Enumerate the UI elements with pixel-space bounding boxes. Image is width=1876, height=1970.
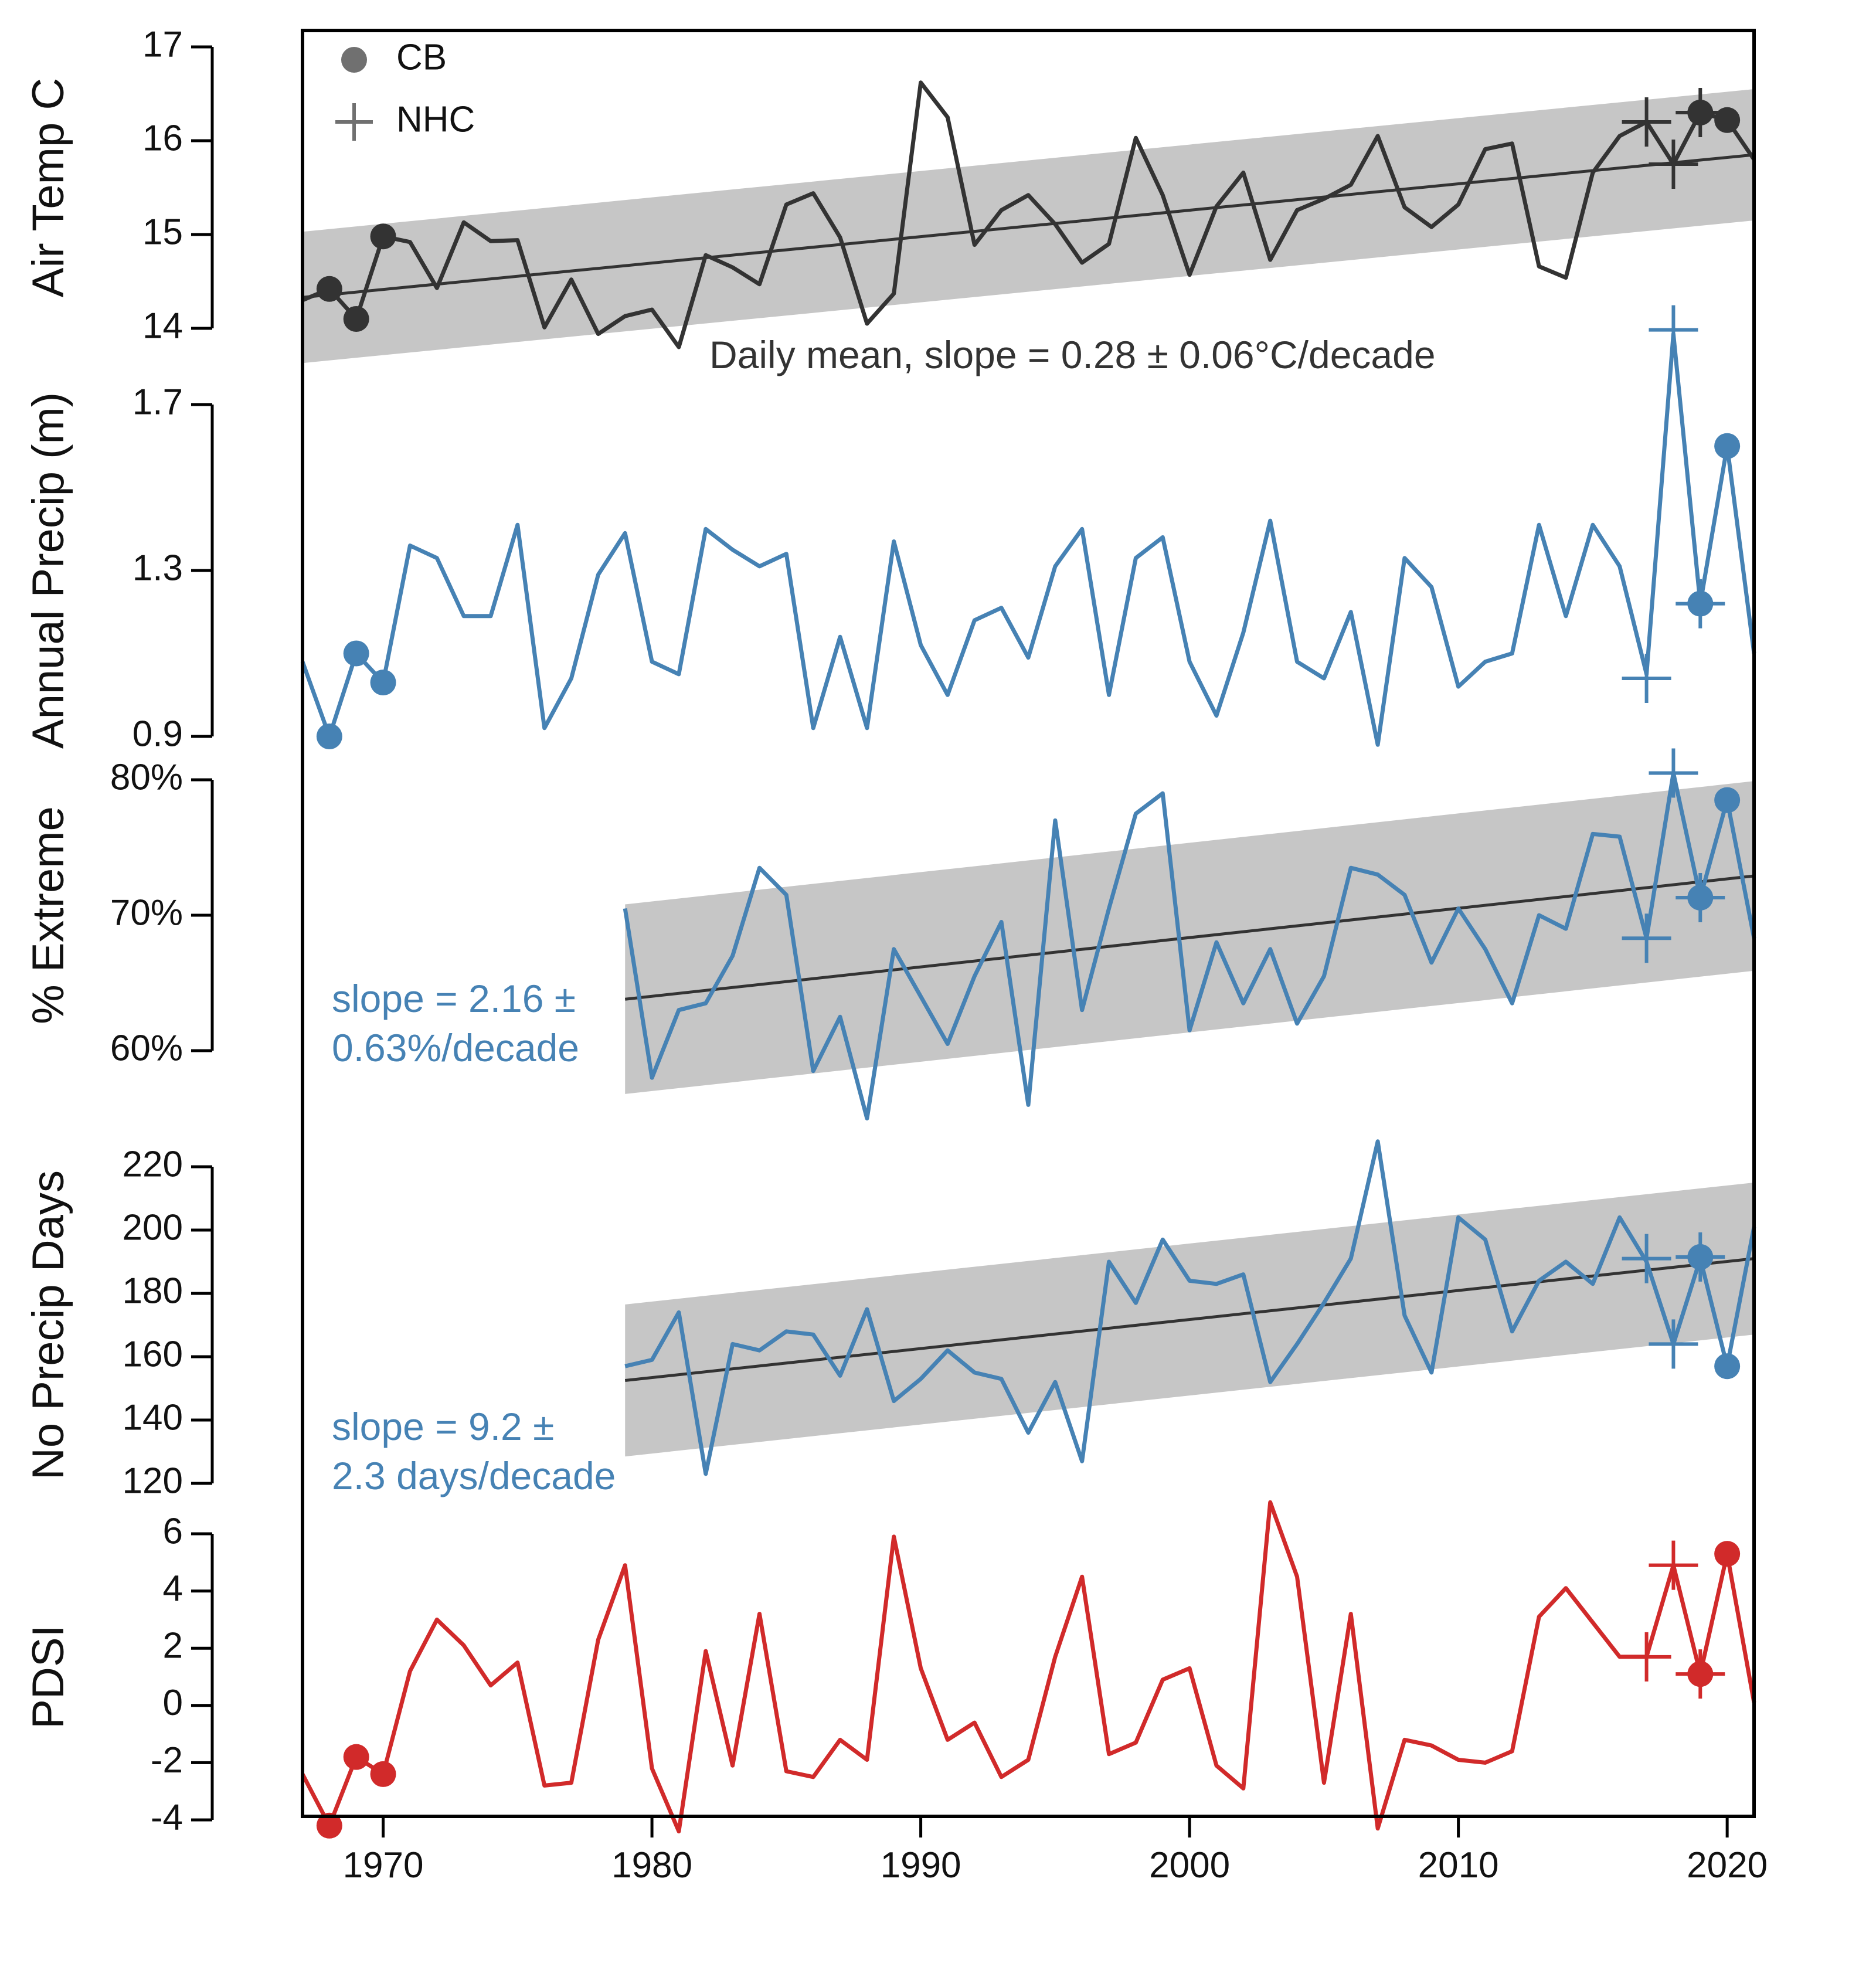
nhc-point [1649, 140, 1698, 189]
chart-panels: 14 15 16 17 Air Temp C Daily mean, slope = 0.… [23, 24, 1756, 1839]
panel-pct_extreme: 60% 70% 80% % Extreme slope = 2.16 ± 0.63%/de… [23, 748, 1756, 1120]
x-tick-label: 2020 [1687, 1845, 1768, 1886]
legend-item: NHC [335, 99, 475, 141]
cb-point [1687, 884, 1714, 911]
legend-label: CB [396, 37, 447, 77]
y-tick-label: 16 [142, 118, 183, 158]
y-tick-label: 2 [163, 1626, 183, 1666]
x-tick-label: 2000 [1149, 1845, 1230, 1886]
y-tick-label: 4 [163, 1568, 183, 1609]
cb-point [370, 223, 396, 250]
y-tick-label: 1.3 [132, 548, 183, 588]
cb-point [1687, 100, 1714, 125]
slope-annotation: slope = 9.2 ± [332, 1405, 554, 1448]
y-tick-label: 140 [123, 1397, 183, 1438]
series-line-annual_precip [300, 332, 1756, 747]
legend-item: CB [341, 37, 447, 77]
y-axis-label-air_temp: Air Temp C [23, 78, 73, 297]
y-tick-label: 14 [142, 305, 183, 346]
nhc-point [1622, 1234, 1671, 1283]
cb-point [1714, 1353, 1741, 1380]
nhc-point [1649, 748, 1698, 798]
x-tick-label: 1990 [881, 1845, 961, 1886]
y-tick-label: 0 [163, 1683, 183, 1723]
y-tick-label: 160 [123, 1334, 183, 1374]
y-axis-label-no_precip_days: No Precip Days [23, 1170, 73, 1480]
x-axis: 1970 1980 1990 2000 2010 2020 [343, 1816, 1768, 1886]
panel-pdsi: -4 -2 0 2 4 6 PDSI [23, 1500, 1756, 1839]
y-tick-label: 200 [123, 1207, 183, 1248]
slope-annotation: Daily mean, slope = 0.28 ± 0.06°C/decade [709, 333, 1436, 376]
legend: CB NHC [335, 37, 475, 141]
legend-dot-icon [341, 47, 367, 73]
nhc-point [1622, 1632, 1671, 1682]
y-tick-label: 70% [110, 892, 183, 933]
series-line-pct_extreme [623, 771, 1756, 1120]
y-tick-label: 17 [142, 24, 183, 64]
series-line-air_temp [301, 80, 1756, 349]
cb-point [316, 276, 342, 302]
cb-point [316, 724, 342, 749]
slope-annotation: slope = 2.16 ± [332, 977, 576, 1020]
nhc-point [1649, 1319, 1698, 1369]
y-tick-label: 0.9 [132, 714, 183, 754]
trend-line [302, 153, 1755, 299]
cb-point [316, 1812, 342, 1839]
nhc-point [1649, 305, 1698, 355]
legend-plus-icon [335, 103, 373, 141]
panel-air_temp: 14 15 16 17 Air Temp C Daily mean, slope = 0.… [23, 24, 1756, 376]
cb-point [1714, 787, 1741, 813]
x-tick-label: 1980 [611, 1845, 692, 1886]
cb-point [343, 640, 369, 667]
slope-annotation: 2.3 days/decade [332, 1454, 616, 1497]
series-line-pdsi [300, 1500, 1756, 1833]
y-tick-label: -4 [151, 1797, 183, 1837]
cb-point [1687, 1244, 1714, 1270]
series-line-no_precip_days [624, 1139, 1756, 1476]
y-tick-label: 180 [123, 1271, 183, 1311]
nhc-point [1649, 1540, 1698, 1590]
cb-point [1687, 1661, 1714, 1687]
cb-point [1687, 590, 1714, 617]
cb-point [1714, 1541, 1741, 1567]
y-tick-label: -2 [151, 1740, 183, 1781]
nhc-point [1622, 653, 1671, 703]
cb-point [370, 670, 396, 696]
x-tick-label: 2010 [1418, 1845, 1499, 1886]
panel-no_precip_days: 120 140 160 180 200 220 No Precip Days slope = … [23, 1139, 1756, 1501]
y-tick-label: 15 [142, 212, 183, 252]
y-axis-label-annual_precip: Annual Precip (m) [23, 392, 73, 749]
cb-point [1714, 433, 1741, 459]
y-axis-label-pct_extreme: % Extreme [23, 806, 73, 1024]
nhc-point [1622, 97, 1671, 147]
y-tick-label: 120 [123, 1460, 183, 1501]
nhc-point [1622, 913, 1671, 963]
slope-annotation: 0.63%/decade [332, 1026, 579, 1069]
plot-frame [301, 29, 1756, 1818]
cb-point [370, 1761, 396, 1787]
y-tick-label: 1.7 [132, 382, 183, 422]
cb-point [1714, 107, 1741, 133]
x-tick-label: 1970 [343, 1845, 424, 1886]
cb-point [343, 306, 369, 332]
y-tick-label: 220 [123, 1144, 183, 1184]
y-tick-label: 6 [163, 1511, 183, 1551]
panel-annual_precip: 0.9 1.3 1.7 Annual Precip (m) [23, 305, 1756, 754]
y-tick-label: 80% [110, 757, 183, 797]
trend-line [624, 1257, 1755, 1382]
legend-label: NHC [396, 99, 475, 140]
cb-point [343, 1744, 369, 1770]
trend-line [624, 874, 1755, 1001]
y-tick-label: 60% [110, 1028, 183, 1068]
y-axis-label-pdsi: PDSI [23, 1625, 73, 1728]
